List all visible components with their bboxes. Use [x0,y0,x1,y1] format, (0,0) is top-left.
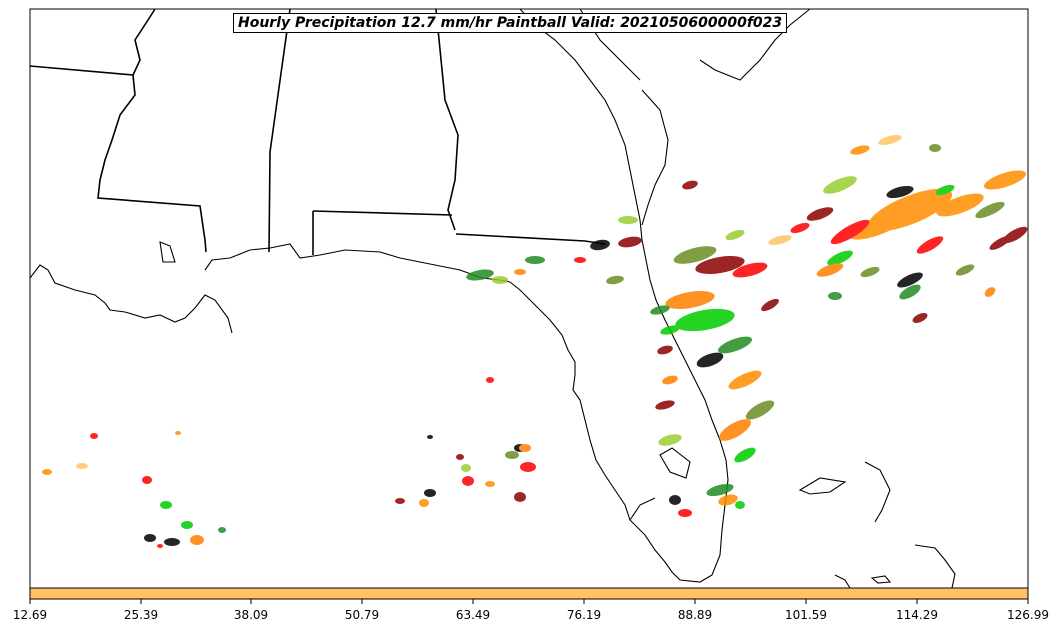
colorbar-ticks [29,599,1029,604]
map-title: Hourly Precipitation 12.7 mm/hr Paintbal… [233,13,788,33]
colorbar [29,587,1029,600]
colorbar-tick-label: 63.49 [455,608,491,622]
paintball-cluster-west [42,431,226,548]
colorbar-tick-label: 114.29 [896,608,938,622]
coastline [29,8,956,589]
colorbar-tick-label: 101.59 [785,608,827,622]
paintball-cluster-coast [590,180,779,517]
colorbar-tick-label: 12.69 [12,608,48,622]
colorbar-tick-label: 126.99 [1007,608,1049,622]
colorbar-tick-label: 76.19 [566,608,602,622]
colorbar-tick-label: 88.89 [677,608,713,622]
colorbar-tick-label: 38.09 [233,608,269,622]
colorbar-tick-label: 25.39 [123,608,159,622]
paintball-cluster-east [768,135,1028,323]
paintball-cluster-gulf [395,256,586,507]
colorbar-tick-label: 50.79 [344,608,380,622]
